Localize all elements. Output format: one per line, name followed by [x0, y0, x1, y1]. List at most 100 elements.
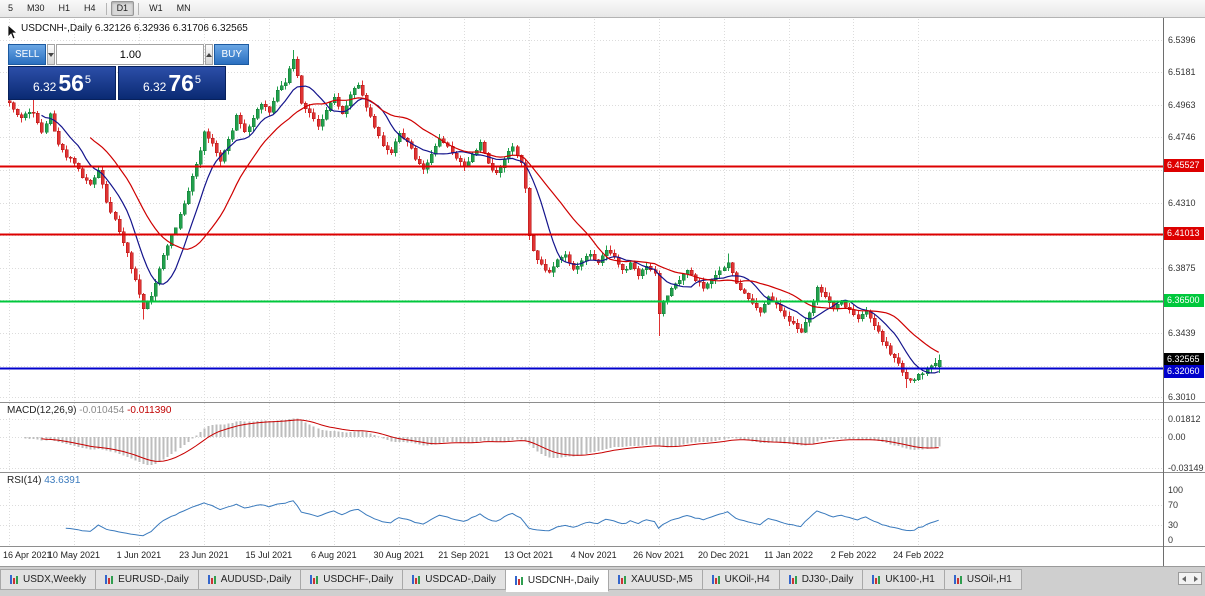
- date-axis-label: 13 Oct 2021: [504, 550, 554, 560]
- timeframe-button-mn[interactable]: MN: [171, 1, 197, 16]
- price-level-label: 6.36500: [1164, 294, 1204, 308]
- tab-label: EURUSD-,Daily: [118, 574, 189, 585]
- volume-increase-button[interactable]: [205, 44, 214, 65]
- price-axis-tick: 6.5396: [1168, 35, 1196, 45]
- toolbar-separator: [138, 2, 140, 15]
- tab-label: UKOil-,H4: [724, 574, 770, 585]
- sell-price-main: 56: [58, 70, 84, 96]
- chart-icon: [207, 575, 217, 584]
- buy-button[interactable]: BUY: [214, 44, 250, 65]
- macd-axis-tick: 0.01812: [1168, 414, 1201, 424]
- price-axis-tick: 6.5181: [1168, 67, 1196, 78]
- sell-price-display[interactable]: 6.32 56 5: [8, 66, 116, 100]
- price-axis[interactable]: 6.5396 6.5181 6.4963 6.4746 6.4310 6.3875 6.34…: [1164, 0, 1205, 566]
- price-axis-tick: 6.4746: [1168, 132, 1196, 143]
- timeframe-button-5[interactable]: 5: [2, 1, 19, 16]
- macd-axis-tick: 0.00: [1168, 432, 1186, 442]
- chart-tab-usdchf[interactable]: USDCHF-,Daily: [301, 569, 404, 590]
- timeframe-button-m30[interactable]: M30: [21, 1, 51, 16]
- chart-tabs: USDX,Weekly EURUSD-,Daily AUDUSD-,Daily USD…: [0, 567, 1205, 592]
- price-axis-tick: 6.4963: [1168, 99, 1196, 110]
- chart-icon: [514, 576, 524, 585]
- timeframe-toolbar: 5 M30 H1 H4 D1 W1 MN: [0, 0, 1205, 18]
- chart-tab-usdcad[interactable]: USDCAD-,Daily: [403, 569, 506, 590]
- date-axis-label: 16 Apr 2021: [3, 550, 52, 560]
- tab-label: DJ30-,Daily: [801, 574, 854, 585]
- macd-main-value: -0.010454: [79, 405, 125, 416]
- chart-tab-ukoil[interactable]: UKOil-,H4: [702, 569, 780, 590]
- chart-tab-eurusd[interactable]: EURUSD-,Daily: [96, 569, 199, 590]
- buy-price-display[interactable]: 6.32 76 5: [118, 66, 226, 100]
- chart-tab-usdx[interactable]: USDX,Weekly: [0, 569, 97, 590]
- price-level-label: 6.45527: [1164, 159, 1204, 173]
- date-axis-label: 10 May 2021: [47, 550, 100, 560]
- toolbar-separator: [105, 2, 107, 15]
- tab-scrollbar[interactable]: [1178, 572, 1202, 585]
- date-axis-label: 23 Jun 2021: [179, 550, 229, 560]
- mouse-cursor-icon: [7, 25, 19, 40]
- chart-icon: [10, 575, 19, 584]
- price-axis-tick: 6.3010: [1168, 392, 1196, 403]
- chart-icon: [872, 575, 881, 584]
- rsi-axis-tick: 70: [1168, 500, 1179, 510]
- rsi-axis-tick: 100: [1168, 485, 1184, 495]
- date-axis-label: 26 Nov 2021: [633, 550, 685, 560]
- buy-price-main: 76: [168, 70, 194, 96]
- rsi-indicator-header: RSI(14) 43.6391: [5, 475, 83, 486]
- macd-signal-value: -0.011390: [127, 405, 172, 416]
- date-axis-label: 4 Nov 2021: [570, 550, 617, 560]
- chart-icon: [953, 575, 963, 584]
- chart-icon: [105, 575, 114, 584]
- price-axis-tick: 6.4310: [1168, 197, 1196, 208]
- sell-button[interactable]: SELL: [8, 44, 47, 65]
- macd-label: MACD(12,26,9): [7, 405, 77, 416]
- panel-separator[interactable]: [0, 472, 1205, 473]
- tab-label: USDCAD-,Daily: [425, 574, 496, 585]
- date-axis-label: 15 Jul 2021: [245, 550, 293, 560]
- price-axis-tick: 6.3875: [1168, 262, 1196, 273]
- buy-price-prefix: 6.32: [142, 80, 167, 94]
- rsi-label: RSI(14): [7, 475, 42, 486]
- chart-tab-bar: USDX,Weekly EURUSD-,Daily AUDUSD-,Daily USD…: [0, 566, 1205, 596]
- tab-label: USDCNH-,Daily: [527, 575, 599, 586]
- sell-price-pipette: 5: [84, 74, 92, 86]
- price-chart[interactable]: [0, 0, 1163, 566]
- chart-tab-xauusd[interactable]: XAUUSD-,M5: [608, 569, 703, 590]
- chart-tab-usoil[interactable]: USOil-,H1: [944, 569, 1022, 590]
- date-axis[interactable]: 16 Apr 2021 10 May 2021 1 Jun 2021 23 Jun 2…: [0, 547, 1163, 565]
- chart-symbol-title: USDCNH-,Daily 6.32126 6.32936 6.31706 6.…: [21, 23, 248, 34]
- price-level-label: 6.41013: [1164, 226, 1204, 240]
- tab-label: XAUUSD-,M5: [630, 574, 693, 585]
- chart-tab-dj30[interactable]: DJ30-,Daily: [779, 569, 864, 590]
- price-axis-border: [1163, 18, 1164, 566]
- chart-tab-audusd[interactable]: AUDUSD-,Daily: [198, 569, 302, 590]
- date-axis-label: 1 Jun 2021: [116, 550, 162, 560]
- sell-price-prefix: 6.32: [32, 80, 57, 94]
- chart-tab-uk100[interactable]: UK100-,H1: [863, 569, 945, 590]
- price-level-label: 6.32060: [1164, 365, 1204, 379]
- price-axis-tick: 6.3439: [1168, 327, 1196, 338]
- scroll-left-icon: [1182, 575, 1186, 582]
- tab-label: USDCHF-,Daily: [323, 574, 394, 585]
- date-axis-label: 11 Jan 2022: [764, 550, 813, 560]
- date-axis-label: 6 Aug 2021: [311, 550, 357, 560]
- timeframe-button-h4[interactable]: H4: [78, 1, 102, 16]
- macd-indicator-header: MACD(12,26,9) -0.010454 -0.011390: [5, 405, 174, 416]
- volume-decrease-button[interactable]: [47, 44, 56, 65]
- volume-input[interactable]: [56, 44, 205, 65]
- chart-icon: [617, 575, 627, 584]
- date-axis-label: 2 Feb 2022: [830, 550, 877, 560]
- date-axis-label: 24 Feb 2022: [893, 550, 944, 560]
- date-axis-label: 20 Dec 2021: [698, 550, 750, 560]
- tab-label: USOil-,H1: [966, 574, 1012, 585]
- chart-icon: [788, 575, 798, 584]
- timeframe-button-d1[interactable]: D1: [110, 1, 135, 16]
- timeframe-button-w1[interactable]: W1: [143, 1, 169, 16]
- tab-label: AUDUSD-,Daily: [220, 574, 292, 585]
- chart-tab-usdcnh[interactable]: USDCNH-,Daily: [505, 569, 609, 592]
- arrow-down-icon: [48, 52, 55, 57]
- panel-separator[interactable]: [0, 402, 1205, 403]
- timeframe-button-h1[interactable]: H1: [53, 1, 77, 16]
- macd-axis-tick: -0.03149: [1168, 463, 1204, 474]
- date-axis-label: 30 Aug 2021: [373, 550, 425, 560]
